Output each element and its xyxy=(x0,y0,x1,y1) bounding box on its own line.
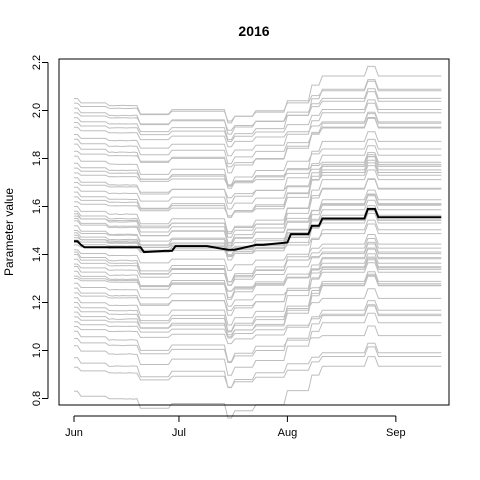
background-series-line xyxy=(74,205,442,257)
y-tick-label: 1.8 xyxy=(31,151,43,166)
background-series-line xyxy=(74,300,442,345)
y-axis-label: Parameter value xyxy=(2,188,16,276)
background-series-line xyxy=(74,223,442,256)
background-series-line xyxy=(74,342,442,389)
background-series-line xyxy=(74,162,442,218)
background-series-line xyxy=(74,257,442,326)
background-series-line xyxy=(74,117,442,165)
background-lines xyxy=(74,65,442,419)
background-series-line xyxy=(74,111,442,148)
main-series-line xyxy=(74,207,442,254)
background-series-line xyxy=(74,113,442,168)
background-series-line xyxy=(74,65,442,122)
background-series-line xyxy=(74,194,442,250)
background-series-line xyxy=(74,271,442,333)
x-tick-label: Sep xyxy=(386,427,406,439)
background-series-line xyxy=(74,195,442,233)
background-series-line xyxy=(74,346,442,388)
background-series-line xyxy=(74,159,442,217)
background-series-line xyxy=(74,99,442,142)
y-tick-label: 0.8 xyxy=(31,391,43,406)
y-tick-label: 1.2 xyxy=(31,295,43,310)
background-series-line xyxy=(74,288,442,332)
background-series-line xyxy=(74,117,442,174)
background-series-line xyxy=(74,234,442,271)
y-tick-label: 1.0 xyxy=(31,343,43,358)
background-series-line xyxy=(74,156,442,217)
background-series-line xyxy=(74,312,442,376)
background-series-line xyxy=(74,273,442,338)
background-series-line xyxy=(74,145,442,204)
y-tick-label: 1.6 xyxy=(31,199,43,214)
background-series-line xyxy=(74,79,442,141)
x-tick-label: Jun xyxy=(65,427,83,439)
background-series-line xyxy=(74,243,442,283)
background-series-line xyxy=(74,304,442,339)
background-series-line xyxy=(74,247,442,292)
background-series-line xyxy=(74,219,442,283)
background-series-line xyxy=(74,156,442,187)
background-series-line xyxy=(74,238,442,286)
background-series-line xyxy=(74,241,442,286)
x-axis: Jun Jul Aug Sep xyxy=(65,415,406,439)
background-series-line xyxy=(74,275,442,336)
background-series-line xyxy=(74,256,442,298)
x-tick-label: Jul xyxy=(172,427,186,439)
background-series-line xyxy=(74,131,442,187)
background-series-line xyxy=(74,138,442,186)
background-series-line xyxy=(74,212,442,248)
background-series-line xyxy=(74,91,442,131)
chart-title: 2016 xyxy=(238,23,269,39)
background-series-line xyxy=(74,165,442,199)
background-series-line xyxy=(74,102,442,157)
y-tick-label: 2.2 xyxy=(31,55,43,70)
y-tick-label: 2.0 xyxy=(31,103,43,118)
background-series-line xyxy=(74,152,442,189)
background-series-line xyxy=(74,305,442,363)
background-series-line xyxy=(74,253,442,292)
background-series-line xyxy=(74,275,442,307)
background-series-line xyxy=(74,325,442,362)
y-axis: 0.8 1.0 1.2 1.4 1.6 1.8 2.0 2.2 xyxy=(31,55,49,406)
background-series-line xyxy=(74,154,442,210)
background-series-line xyxy=(74,178,442,235)
plot-frame xyxy=(58,58,450,406)
background-series-line xyxy=(74,80,442,124)
x-tick-label: Aug xyxy=(278,427,298,439)
background-series-line xyxy=(74,248,442,311)
background-series-line xyxy=(74,193,442,245)
main-line-group xyxy=(74,207,442,254)
background-series-line xyxy=(74,179,442,243)
y-tick-label: 1.4 xyxy=(31,247,43,262)
